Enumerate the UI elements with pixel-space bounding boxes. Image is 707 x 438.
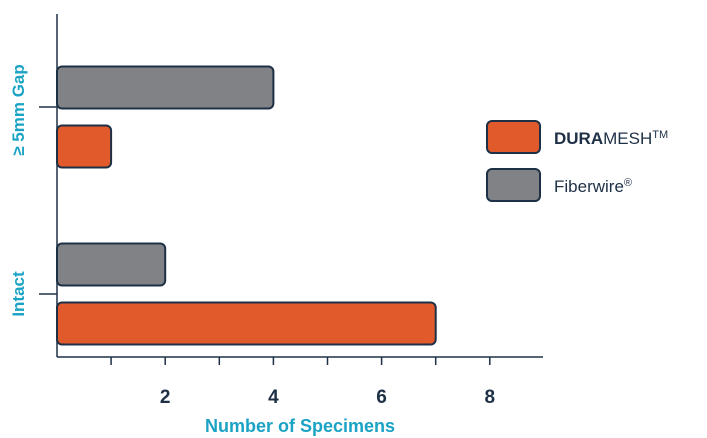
- y-ticks-group: [39, 106, 57, 295]
- bar-fiberwire-intact: [56, 242, 167, 287]
- x-ticks-group: [110, 357, 491, 365]
- legend-fiberwire-sup: ®: [624, 177, 632, 189]
- legend-duramesh-bold: DURA: [554, 129, 603, 148]
- legend-duramesh-rest: MESH: [603, 129, 652, 148]
- x-axis-title: Number of Specimens: [205, 416, 395, 436]
- legend-swatch-duramesh: [486, 120, 541, 154]
- legend-label-duramesh: DURAMESHTM: [554, 129, 668, 148]
- x-tick-labels-group: 2 4 6 8: [160, 387, 495, 408]
- category-labels-group: ≥ 5mm Gap Intact: [9, 64, 28, 316]
- bar-duramesh-intact: [56, 301, 437, 346]
- legend-swatch-fiberwire: [486, 168, 541, 202]
- bar-duramesh-gap: [56, 124, 113, 169]
- legend-fiberwire-text: Fiberwire: [554, 177, 624, 196]
- x-tick-label-2: 2: [160, 387, 171, 408]
- bars-group: [56, 65, 437, 346]
- bar-fiberwire-gap: [56, 65, 275, 110]
- legend-duramesh-sup: TM: [652, 129, 668, 141]
- legend-label-fiberwire: Fiberwire®: [554, 177, 632, 196]
- x-tick-label-6: 6: [376, 387, 387, 408]
- x-tick-label-4: 4: [268, 387, 279, 408]
- category-label-intact: Intact: [9, 271, 28, 317]
- category-label-gap: ≥ 5mm Gap: [9, 64, 28, 156]
- x-tick-label-8: 8: [485, 387, 496, 408]
- legend: DURAMESHTM Fiberwire®: [486, 120, 668, 202]
